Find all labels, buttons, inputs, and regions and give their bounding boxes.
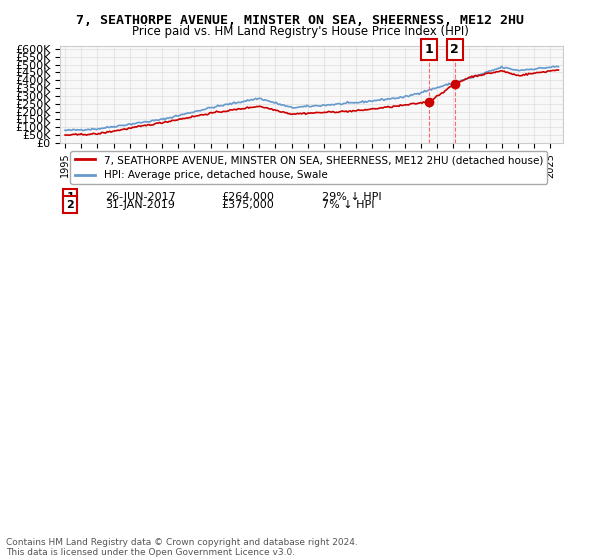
Text: 2: 2 xyxy=(450,43,459,56)
Text: 29% ↓ HPI: 29% ↓ HPI xyxy=(322,193,382,202)
Legend: 7, SEATHORPE AVENUE, MINSTER ON SEA, SHEERNESS, ME12 2HU (detached house), HPI: : 7, SEATHORPE AVENUE, MINSTER ON SEA, SHE… xyxy=(70,151,547,184)
Text: 2: 2 xyxy=(67,200,74,209)
Text: 7% ↓ HPI: 7% ↓ HPI xyxy=(322,200,374,209)
Text: 26-JUN-2017: 26-JUN-2017 xyxy=(106,193,176,202)
Text: Price paid vs. HM Land Registry's House Price Index (HPI): Price paid vs. HM Land Registry's House … xyxy=(131,25,469,38)
Text: 1: 1 xyxy=(67,193,74,202)
Text: 1: 1 xyxy=(424,43,433,56)
Text: 31-JAN-2019: 31-JAN-2019 xyxy=(106,200,175,209)
Text: 7, SEATHORPE AVENUE, MINSTER ON SEA, SHEERNESS, ME12 2HU: 7, SEATHORPE AVENUE, MINSTER ON SEA, SHE… xyxy=(76,14,524,27)
Text: £264,000: £264,000 xyxy=(221,193,274,202)
Text: £375,000: £375,000 xyxy=(221,200,274,209)
Text: Contains HM Land Registry data © Crown copyright and database right 2024.
This d: Contains HM Land Registry data © Crown c… xyxy=(6,538,358,557)
